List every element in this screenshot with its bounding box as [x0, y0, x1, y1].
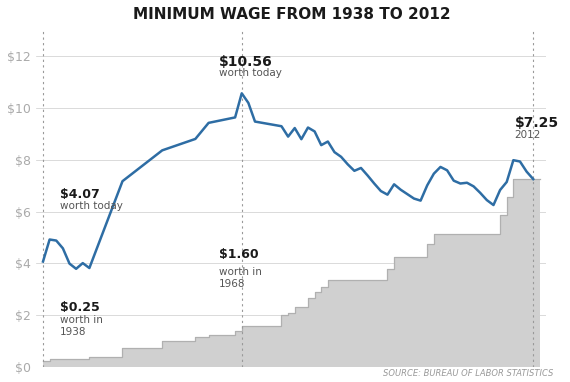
Text: worth in
1968: worth in 1968 — [218, 267, 262, 289]
Text: $7.25: $7.25 — [515, 116, 559, 129]
Text: worth today: worth today — [218, 68, 282, 78]
Text: worth today: worth today — [59, 201, 123, 211]
Text: SOURCE: BUREAU OF LABOR STATISTICS: SOURCE: BUREAU OF LABOR STATISTICS — [382, 369, 553, 378]
Title: MINIMUM WAGE FROM 1938 TO 2012: MINIMUM WAGE FROM 1938 TO 2012 — [133, 7, 450, 22]
Text: $4.07: $4.07 — [59, 188, 99, 201]
Text: $0.25: $0.25 — [59, 301, 99, 314]
Text: worth in
1938: worth in 1938 — [59, 315, 103, 337]
Text: 2012: 2012 — [515, 130, 541, 140]
Text: $1.60: $1.60 — [218, 248, 258, 261]
Text: $10.56: $10.56 — [218, 55, 272, 69]
